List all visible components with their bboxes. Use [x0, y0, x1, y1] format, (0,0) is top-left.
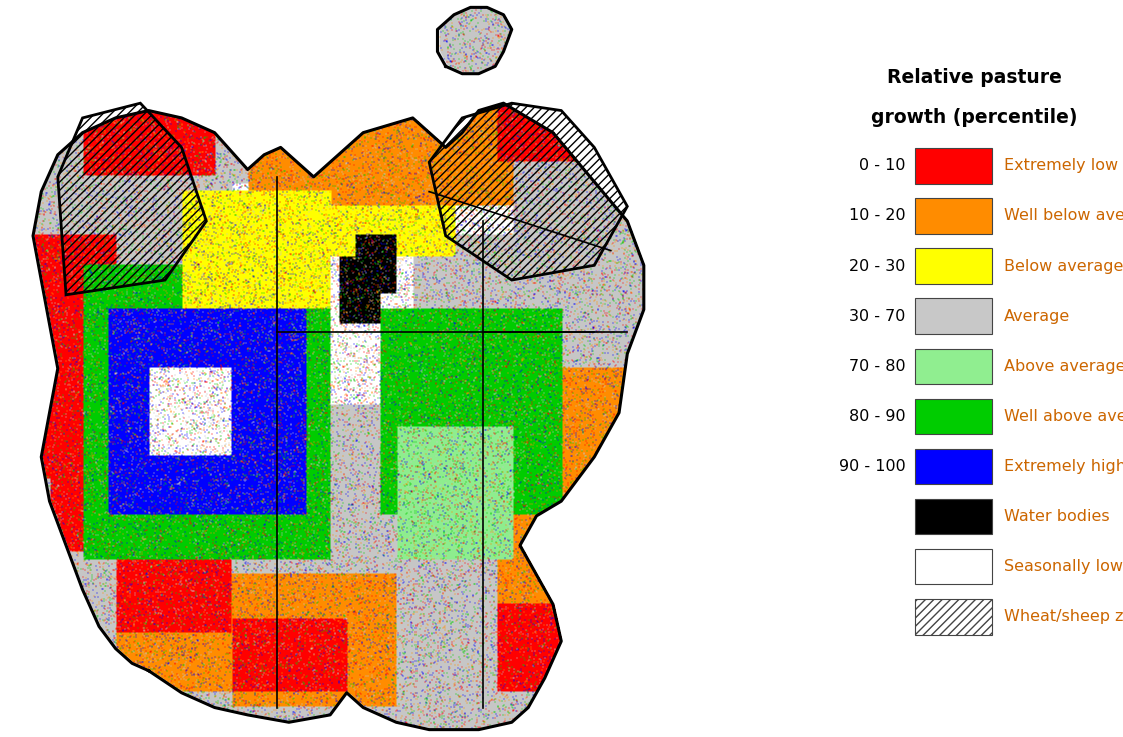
- Bar: [914, 298, 992, 334]
- Text: Seasonally low growth: Seasonally low growth: [1004, 559, 1123, 574]
- Text: Below average: Below average: [1004, 259, 1123, 273]
- Text: 30 - 70: 30 - 70: [849, 309, 906, 324]
- Text: 20 - 30: 20 - 30: [849, 259, 906, 273]
- Bar: [914, 248, 992, 284]
- Bar: [914, 148, 992, 184]
- Text: 90 - 100: 90 - 100: [839, 459, 906, 474]
- Text: Extremely high: Extremely high: [1004, 459, 1123, 474]
- Bar: [914, 499, 992, 534]
- Text: Water bodies: Water bodies: [1004, 509, 1110, 524]
- Text: 70 - 80: 70 - 80: [849, 359, 906, 374]
- Bar: [914, 198, 992, 234]
- Text: Well above average: Well above average: [1004, 409, 1123, 424]
- Text: Well below average: Well below average: [1004, 209, 1123, 223]
- Bar: [914, 449, 992, 484]
- Bar: [914, 349, 992, 384]
- Text: growth (percentile): growth (percentile): [871, 108, 1077, 128]
- Text: 10 - 20: 10 - 20: [849, 209, 906, 223]
- Text: Extremely low: Extremely low: [1004, 158, 1119, 173]
- Text: Wheat/sheep zone: Wheat/sheep zone: [1004, 609, 1123, 624]
- Text: Relative pasture: Relative pasture: [887, 68, 1061, 87]
- Bar: [914, 599, 992, 635]
- Text: 80 - 90: 80 - 90: [849, 409, 906, 424]
- Bar: [914, 399, 992, 434]
- Text: Average: Average: [1004, 309, 1070, 324]
- Text: Above average: Above average: [1004, 359, 1123, 374]
- Text: 0 - 10: 0 - 10: [859, 158, 906, 173]
- Bar: [914, 549, 992, 584]
